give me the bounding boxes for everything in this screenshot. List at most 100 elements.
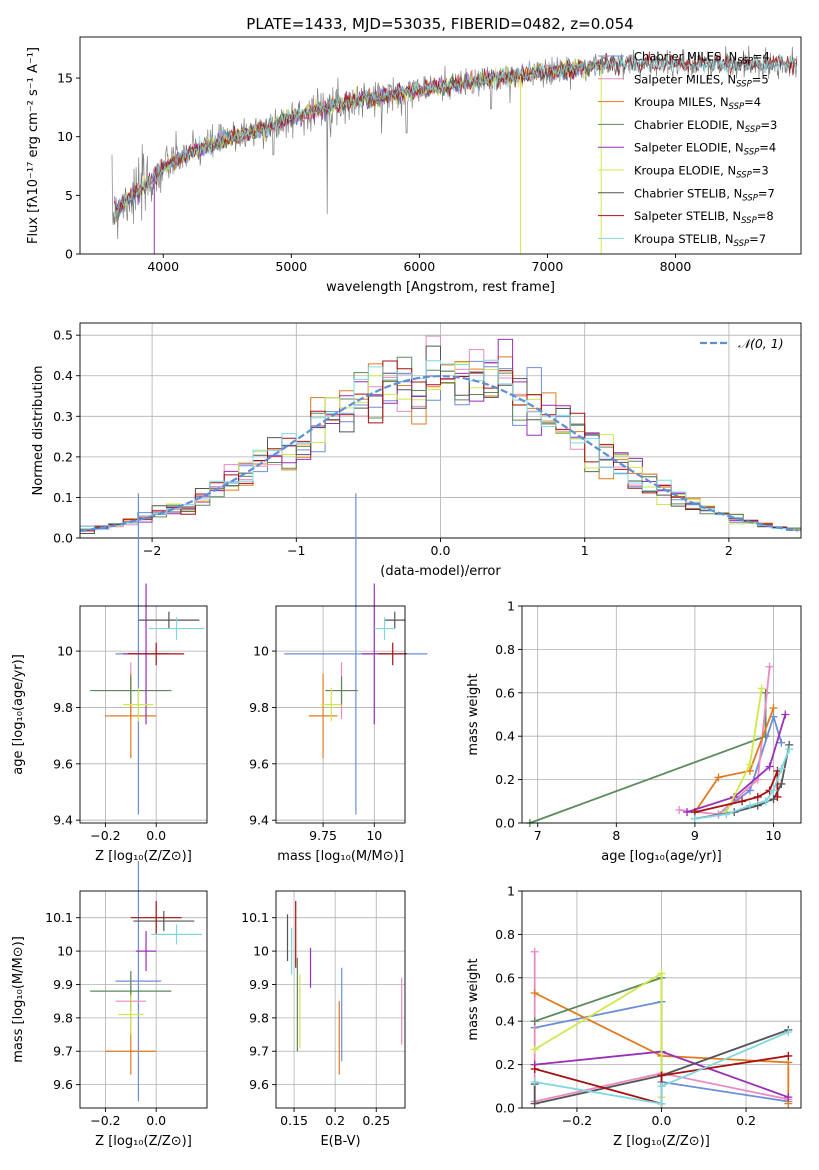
point-marker	[777, 764, 786, 773]
axes-frame	[275, 605, 406, 824]
y-tick-label: 0	[65, 247, 73, 262]
y-tick-label: 0.0	[53, 531, 73, 546]
point-marker	[769, 786, 778, 795]
panel-mass-vs-ebv: 0.15 0.2 0.25 9.6 9.7 9.8 9.9 10 10.1 E(B-V)	[241, 890, 406, 1149]
legend-subscript: SSP	[734, 239, 750, 249]
point-marker	[714, 773, 723, 782]
point-marker	[530, 947, 539, 956]
x-tick-label: −0.2	[90, 1113, 120, 1128]
axes-frame	[521, 605, 802, 824]
y-tick-label: 9.6	[53, 756, 73, 771]
legend-label: Chabrier ELODIE, NSSP=3	[634, 118, 777, 135]
point-marker	[784, 1093, 793, 1102]
y-tick-label: 9.6	[249, 756, 269, 771]
legend-tail: =4	[759, 141, 776, 155]
axes-frame	[79, 890, 208, 1109]
x-axis-label: Z [log₁₀(Z/Z⊙)]	[95, 849, 192, 864]
weight-line	[533, 1029, 789, 1105]
x-tick-label: 2	[725, 543, 733, 558]
legend-tail: =5	[752, 72, 769, 86]
errorbar-point	[321, 687, 342, 722]
weight-series	[530, 969, 666, 1102]
y-tick-label: 9.7	[249, 1044, 269, 1059]
point-marker	[777, 738, 786, 747]
model-line	[114, 59, 602, 226]
point-marker	[757, 684, 766, 693]
legend: Chabrier MILES, NSSP=4 Salpeter MILES, NS…	[598, 50, 777, 249]
x-tick-label: 0.0	[146, 1113, 166, 1128]
axes-frame	[79, 36, 802, 255]
legend-subscript: SSP	[744, 148, 760, 158]
y-tick-label: 0.2	[495, 772, 515, 787]
y-tick-label: 9.8	[53, 700, 73, 715]
legend-subscript: SSP	[745, 125, 761, 135]
y-axis-label: mass [log₁₀(M/M⊙)]	[11, 936, 26, 1063]
y-tick-label: 10	[253, 944, 269, 959]
x-tick-label: 9	[691, 828, 699, 843]
grid	[80, 606, 207, 823]
legend-subscript: SSP	[741, 216, 757, 226]
errorbar-point	[123, 687, 154, 722]
point-marker	[745, 801, 754, 810]
point-marker	[784, 1028, 793, 1037]
legend-label: Kroupa MILES, NSSP=4	[634, 95, 761, 112]
x-axis-label: age [log₁₀(age/yr)]	[601, 849, 722, 864]
gaussian-curve	[79, 375, 799, 532]
model-line	[114, 51, 798, 216]
point-marker	[785, 745, 794, 754]
point-marker	[530, 988, 539, 997]
point-marker	[765, 662, 774, 671]
legend-tail: =7	[749, 232, 766, 246]
y-tick-label: 0.4	[53, 368, 73, 383]
plot-area: Chabrier MILES, NSSP=4 Salpeter MILES, NS…	[111, 45, 798, 254]
weight-line	[534, 971, 663, 1098]
x-axis-label: mass [log₁₀(M/M⊙)]	[277, 849, 404, 864]
x-axis-label: E(B-V)	[320, 1134, 360, 1149]
errorbar-point	[135, 931, 157, 972]
point-marker	[657, 1082, 666, 1091]
x-tick-label: 6000	[403, 259, 435, 274]
y-tick-label: 9.4	[249, 813, 269, 828]
x-tick-label: −0.2	[562, 1113, 592, 1128]
legend-label: Salpeter ELODIE, NSSP=4	[634, 141, 776, 158]
point-marker	[530, 1064, 539, 1073]
x-tick-label: 8000	[660, 259, 692, 274]
point-marker	[738, 797, 747, 806]
x-tick-label: 0.2	[736, 1113, 756, 1128]
point-marker	[761, 688, 770, 697]
errorbar-point	[105, 1027, 157, 1075]
y-axis-label: Normed distribution	[31, 366, 46, 496]
point-marker	[745, 760, 754, 769]
y-tick-label: 9.8	[249, 700, 269, 715]
figure-title: PLATE=1433, MJD=53035, FIBERID=0482, z=0…	[246, 15, 633, 33]
grid	[80, 891, 207, 1108]
histogram-kroupa-stelib	[80, 359, 801, 531]
weight-line	[534, 1031, 789, 1105]
point-marker	[657, 1099, 666, 1108]
y-tick-label: 10.1	[241, 910, 269, 925]
errorbar-point	[138, 611, 200, 629]
errorbar-point	[384, 611, 405, 629]
weight-series	[683, 710, 790, 817]
plot-area: 𝒩(0, 1)	[79, 335, 801, 534]
panel-weight-vs-Z: −0.2 0.0 0.2 0.0 0.2 0.4 0.6 0.8 1 Z [log₁₀(Z/Z⊙)…	[466, 884, 802, 1149]
errorbar-point	[130, 901, 182, 935]
y-tick-label: 15	[57, 71, 73, 86]
weight-series	[525, 688, 770, 827]
plot-area	[525, 662, 794, 827]
x-tick-label: 0.0	[431, 543, 451, 558]
y-tick-label: 0.0	[495, 816, 515, 831]
x-tick-label: −1	[287, 543, 305, 558]
y-tick-label: 9.4	[53, 813, 73, 828]
x-tick-label: 0.15	[280, 1113, 308, 1128]
legend-label: Chabrier STELIB, NSSP=7	[634, 186, 775, 203]
spectrum-lines	[111, 45, 798, 254]
plot-area	[90, 493, 205, 815]
y-tick-label: 0.2	[495, 1057, 515, 1072]
point-marker	[753, 792, 762, 801]
y-tick-label: 0.5	[53, 328, 73, 343]
panel-mass-vs-Z: −0.2 0.0 9.6 9.7 9.8 9.9 10 10.1 Z [log₁₀(Z/Z⊙)]…	[11, 860, 208, 1149]
errorbar-point	[133, 911, 195, 932]
x-axis-label: wavelength [Angstrom, rest frame]	[326, 280, 555, 295]
point-marker	[657, 969, 666, 978]
